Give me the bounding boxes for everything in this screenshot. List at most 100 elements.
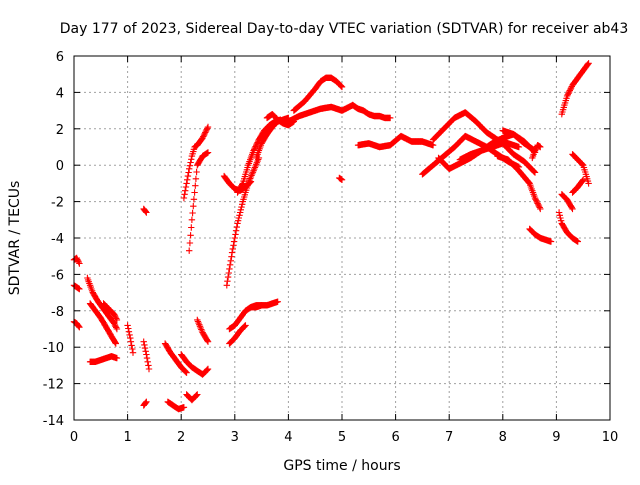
- data-point: [142, 399, 149, 406]
- data-point: [387, 114, 394, 122]
- y-axis-label: SDTVAR / TECUs: [7, 181, 23, 296]
- series-s13: [164, 398, 188, 413]
- series-s10: [140, 338, 153, 373]
- data-point: [111, 311, 118, 318]
- data-point: [124, 322, 131, 329]
- data-point: [556, 212, 563, 219]
- x-tick-label: 7: [445, 430, 453, 445]
- data-point: [194, 391, 201, 398]
- data-point: [140, 338, 147, 345]
- x-tick-labels: 0 1 2 3 4 5 6 7 8 9 10: [70, 430, 618, 445]
- data-point: [203, 126, 210, 133]
- series-s30: [349, 101, 394, 122]
- data-point: [557, 217, 565, 224]
- data-point: [241, 323, 248, 330]
- data-point: [228, 249, 236, 256]
- data-point: [185, 169, 192, 176]
- data-point: [247, 178, 255, 185]
- series-s31: [354, 132, 437, 151]
- data-point: [200, 133, 207, 140]
- data-point: [74, 256, 81, 263]
- data-point: [235, 214, 242, 222]
- data-point: [181, 191, 188, 198]
- data-point: [229, 245, 236, 253]
- data-point: [112, 340, 119, 347]
- data-point: [566, 87, 573, 94]
- data-point: [73, 254, 80, 262]
- data-point: [74, 257, 82, 264]
- series-s7: [100, 300, 121, 324]
- data-point: [202, 127, 210, 135]
- data-point: [145, 365, 153, 373]
- data-point: [338, 176, 346, 183]
- data-point: [232, 231, 239, 238]
- series-s16: [194, 316, 212, 345]
- data-point: [184, 172, 192, 180]
- series-s36: [494, 152, 544, 213]
- data-point: [188, 216, 196, 223]
- series-s18: [186, 149, 212, 254]
- data-point: [204, 366, 211, 373]
- data-point: [183, 180, 190, 187]
- data-point: [126, 331, 133, 339]
- data-point: [202, 129, 209, 136]
- y-tick-label: 6: [56, 50, 64, 65]
- data-point: [112, 339, 119, 346]
- series-s6: [86, 353, 121, 365]
- data-point: [225, 269, 232, 277]
- data-point: [249, 170, 256, 177]
- data-point: [231, 234, 238, 242]
- data-point: [580, 176, 587, 183]
- data-point: [569, 205, 576, 213]
- data-point: [204, 338, 212, 345]
- data-point: [224, 278, 231, 285]
- data-point: [251, 146, 258, 153]
- series-s22: [247, 298, 281, 311]
- data-point: [187, 159, 194, 166]
- x-tick-label: 8: [499, 430, 507, 445]
- data-point: [235, 217, 242, 224]
- series-s17: [180, 123, 212, 202]
- data-point: [567, 86, 574, 93]
- data-point: [226, 261, 234, 268]
- series-s15: [183, 391, 201, 404]
- data-point: [557, 214, 564, 222]
- data-point: [564, 91, 571, 98]
- data-point: [226, 265, 233, 273]
- data-point: [533, 198, 541, 206]
- data-point: [142, 348, 149, 355]
- data-point: [141, 344, 149, 352]
- data-point: [547, 238, 555, 245]
- data-point: [192, 392, 200, 400]
- data-point: [531, 168, 538, 175]
- data-point: [574, 238, 581, 245]
- data-point: [338, 83, 346, 91]
- data-point: [242, 322, 249, 329]
- data-point: [144, 358, 151, 365]
- data-point: [76, 260, 83, 267]
- series-s42: [569, 151, 592, 187]
- y-tick-label: -14: [43, 414, 64, 429]
- data-point: [525, 178, 532, 186]
- data-point: [189, 209, 196, 217]
- data-point: [128, 342, 135, 349]
- data-point: [142, 208, 149, 215]
- y-tick-label: 2: [56, 123, 64, 138]
- data-point: [241, 322, 248, 330]
- series-s38: [529, 142, 544, 162]
- data-point: [237, 206, 244, 213]
- data-point: [531, 147, 539, 154]
- data-point: [531, 169, 539, 176]
- data-point: [531, 194, 539, 202]
- series-s28: [290, 74, 346, 114]
- data-point: [230, 242, 237, 249]
- data-point: [239, 181, 246, 188]
- data-point: [141, 341, 148, 349]
- data-point: [182, 183, 190, 191]
- data-point: [199, 134, 206, 142]
- data-point: [233, 223, 240, 231]
- data-point: [204, 365, 212, 373]
- data-point: [204, 125, 211, 132]
- data-point: [247, 179, 254, 186]
- data-point: [198, 326, 205, 333]
